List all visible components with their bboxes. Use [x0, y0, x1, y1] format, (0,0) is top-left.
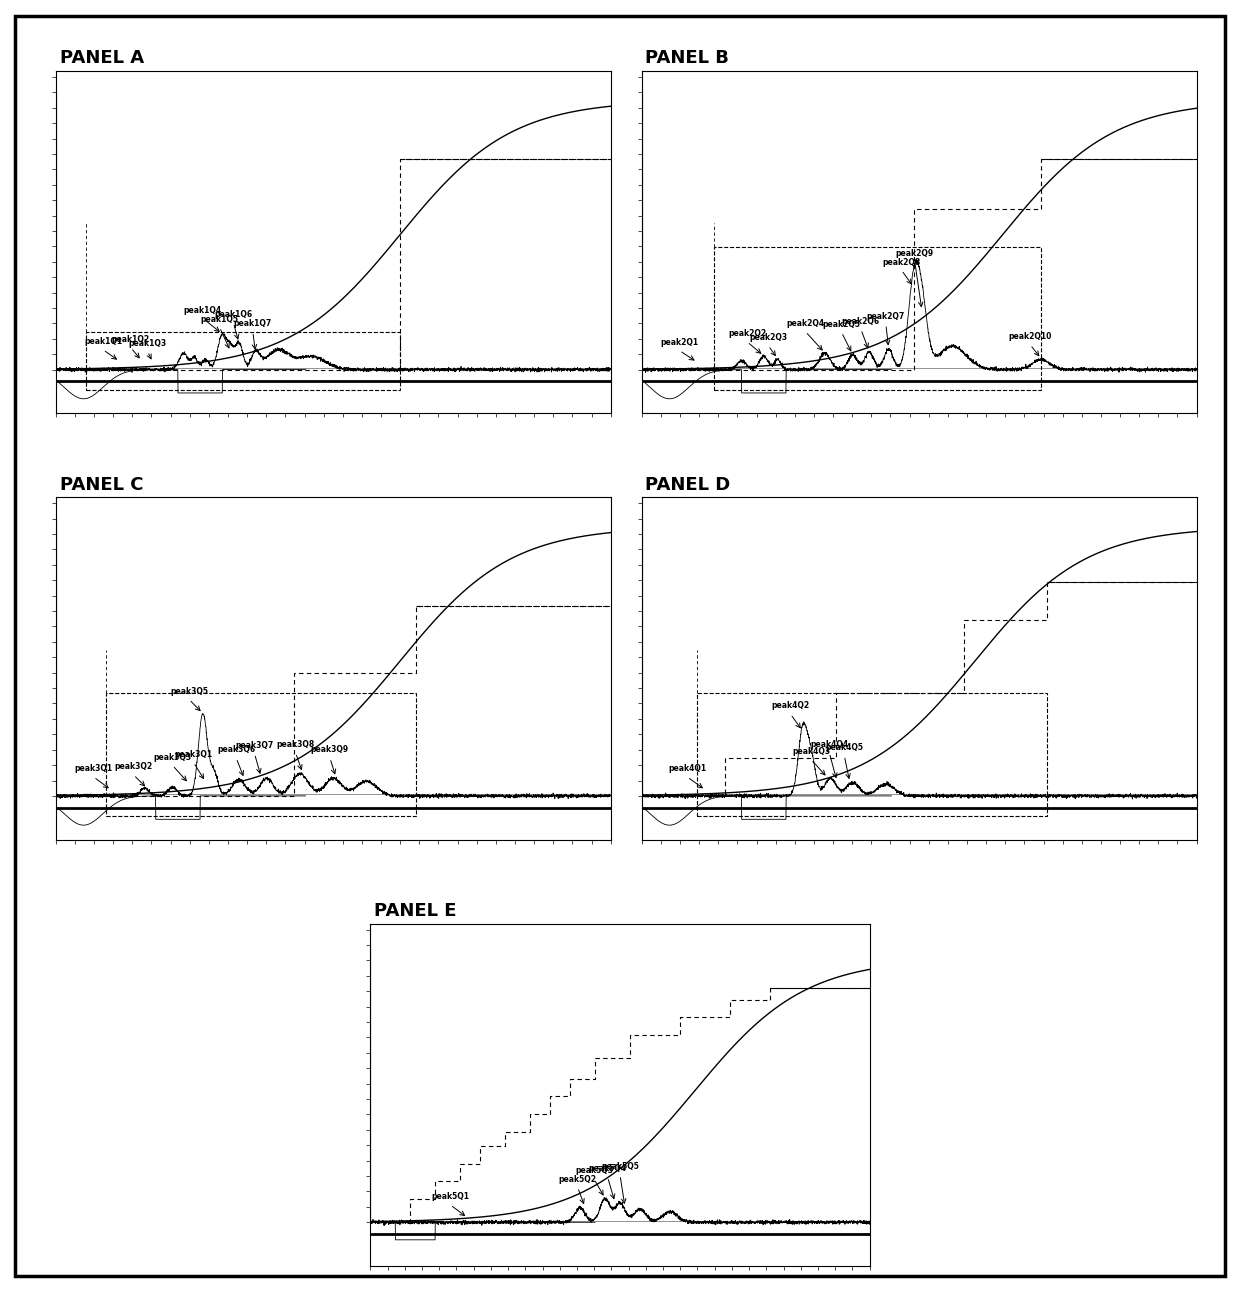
Text: peak1Q4: peak1Q4 — [184, 306, 222, 315]
Text: peak2Q7: peak2Q7 — [867, 311, 905, 320]
Text: peak3Q7: peak3Q7 — [236, 740, 274, 749]
Text: peak3Q8: peak3Q8 — [277, 740, 315, 749]
Text: PANEL C: PANEL C — [60, 475, 143, 494]
Text: peak5Q4: peak5Q4 — [589, 1164, 626, 1173]
Text: peak1Q3: peak1Q3 — [128, 339, 166, 348]
Text: peak2Q2: peak2Q2 — [728, 329, 766, 339]
Bar — [105, 694, 417, 817]
Text: PANEL B: PANEL B — [645, 49, 729, 67]
Text: peak4Q3: peak4Q3 — [792, 747, 830, 756]
Text: PANEL A: PANEL A — [60, 49, 144, 67]
Text: peak3Q2: peak3Q2 — [114, 762, 153, 771]
Text: peak3Q3: peak3Q3 — [154, 753, 191, 762]
Text: peak2Q8: peak2Q8 — [883, 257, 920, 266]
Text: peak3Q5: peak3Q5 — [170, 687, 208, 696]
Text: PANEL D: PANEL D — [645, 475, 730, 494]
Text: peak5Q3: peak5Q3 — [575, 1167, 613, 1176]
Text: PANEL E: PANEL E — [374, 902, 456, 920]
Text: peak4Q2: peak4Q2 — [771, 702, 810, 711]
Text: peak1Q6: peak1Q6 — [215, 310, 253, 319]
Text: peak1Q5: peak1Q5 — [201, 314, 238, 323]
Text: peak2Q3: peak2Q3 — [749, 333, 787, 342]
Text: peak2Q6: peak2Q6 — [842, 317, 880, 326]
Text: peak2Q4: peak2Q4 — [786, 319, 825, 328]
Text: peak3Q1: peak3Q1 — [74, 765, 113, 774]
Text: peak1Q2: peak1Q2 — [112, 335, 150, 344]
Text: peak3Q1: peak3Q1 — [175, 749, 212, 758]
Text: peak5Q1: peak5Q1 — [432, 1193, 469, 1202]
Text: peak2Q9: peak2Q9 — [895, 249, 934, 258]
Bar — [697, 694, 1047, 817]
Text: peak5Q2: peak5Q2 — [558, 1174, 596, 1183]
Bar — [87, 332, 399, 390]
Text: peak2Q1: peak2Q1 — [661, 339, 698, 348]
Text: peak3Q6: peak3Q6 — [217, 745, 255, 755]
Bar — [714, 247, 1042, 390]
Text: peak4Q5: peak4Q5 — [826, 743, 863, 752]
Text: peak1Q7: peak1Q7 — [233, 319, 272, 328]
Text: peak5Q5: peak5Q5 — [601, 1163, 639, 1172]
Text: peak3Q9: peak3Q9 — [311, 745, 348, 755]
Text: peak4Q4: peak4Q4 — [810, 740, 848, 749]
Text: peak4Q1: peak4Q1 — [668, 765, 707, 774]
Text: peak2Q10: peak2Q10 — [1008, 332, 1052, 341]
Text: peak2Q5: peak2Q5 — [822, 319, 861, 328]
Text: peak1Q1: peak1Q1 — [84, 337, 122, 346]
